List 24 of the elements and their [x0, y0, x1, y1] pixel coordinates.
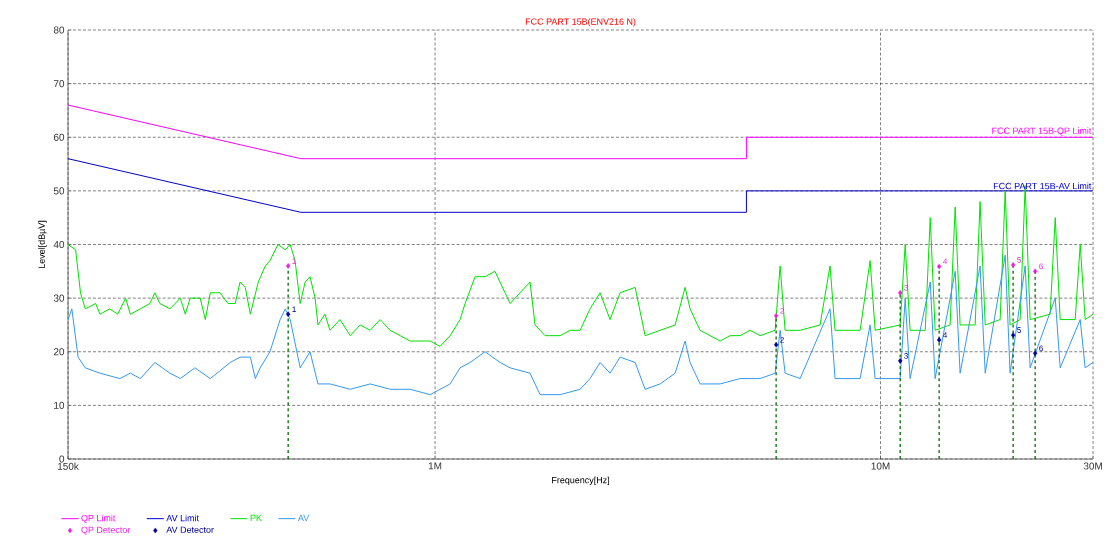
y-tick-label: 20: [53, 348, 65, 356]
y-tick-label: 10: [54, 401, 65, 409]
legend-label: QP Detector: [81, 526, 131, 535]
annotation: FCC PART 15B-QP Limit: [992, 127, 1092, 136]
y-tick-label: 70: [53, 80, 65, 88]
legend-label: PK: [250, 514, 262, 521]
legend-label: AV Limit: [166, 514, 199, 522]
legend-label: AV Detector: [166, 526, 214, 533]
y-tick-label: 60: [53, 133, 65, 141]
x-axis-title: Frequency[Hz]: [552, 476, 610, 486]
y-tick-label: 30: [53, 294, 65, 302]
y-tick-label: 80: [53, 26, 65, 34]
annotation: FCC PART 15B-AV Limit: [993, 182, 1092, 190]
y-tick-label: 40: [53, 240, 65, 249]
legend-label: AV: [297, 514, 310, 521]
legend-label: QP Limit: [81, 514, 116, 523]
y-axis-title: Level[dBµV]: [38, 220, 47, 269]
x-tick-label: 150k: [57, 462, 79, 470]
x-tick-label: 1M: [428, 462, 442, 470]
chart-title: FCC PART 15B(ENV216 N): [525, 18, 636, 27]
x-tick-label: 10M: [871, 462, 890, 470]
x-tick-label: 30M: [1083, 462, 1102, 470]
y-tick-label: 50: [53, 187, 65, 195]
y-tick-label: 0: [59, 455, 65, 463]
